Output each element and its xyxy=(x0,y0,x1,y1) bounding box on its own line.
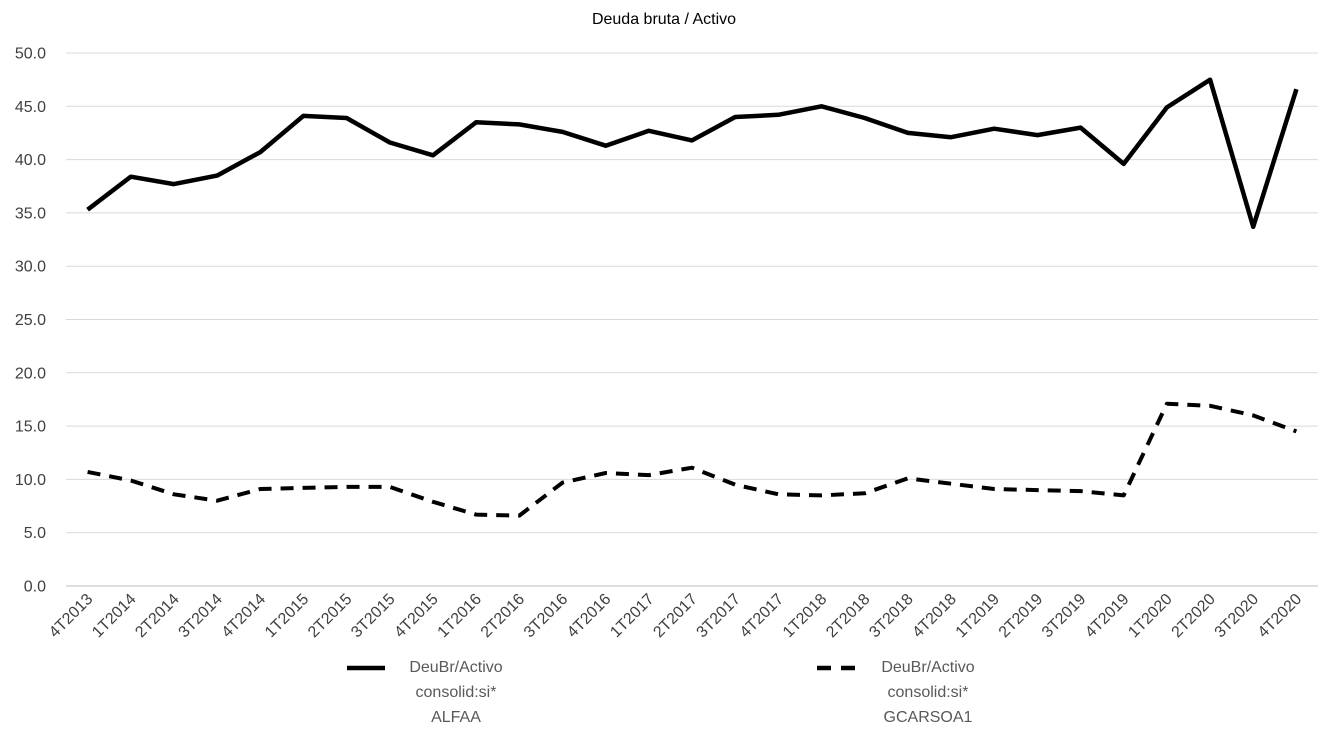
x-tick-label: 1T2015 xyxy=(262,591,312,641)
x-tick-label: 4T2015 xyxy=(391,591,441,641)
y-tick-label: 45.0 xyxy=(15,99,46,116)
y-tick-label: 5.0 xyxy=(24,525,46,542)
x-tick-label: 2T2018 xyxy=(823,591,873,641)
legend-label-line: DeuBr/Activo xyxy=(881,659,975,676)
y-tick-label: 10.0 xyxy=(15,472,46,489)
x-tick-label: 3T2018 xyxy=(866,591,916,641)
x-tick-label: 2T2016 xyxy=(478,591,528,641)
y-tick-label: 30.0 xyxy=(15,259,46,276)
legend-label-line: consolid:si* xyxy=(415,684,497,701)
legend-label-line: DeuBr/Activo xyxy=(409,659,503,676)
x-tick-label: 1T2018 xyxy=(780,591,830,641)
chart-title: Deuda bruta / Activo xyxy=(591,11,737,28)
x-tick-label: 4T2020 xyxy=(1255,591,1305,641)
legend-label-line: consolid:si* xyxy=(887,684,969,701)
dashed-line-sample-icon xyxy=(817,665,857,671)
x-tick-label: 1T2017 xyxy=(607,591,657,641)
x-tick-label: 4T2013 xyxy=(46,591,96,641)
y-tick-label: 50.0 xyxy=(15,46,46,63)
legend-item-gcarsoa1: DeuBr/Activo consolid:si* GCARSOA1 xyxy=(816,655,989,730)
x-tick-label: 3T2016 xyxy=(521,591,571,641)
x-tick-label: 3T2017 xyxy=(694,591,744,641)
x-tick-label: 2T2017 xyxy=(650,591,700,641)
x-tick-label: 2T2014 xyxy=(132,591,182,641)
x-tick-label: 4T2018 xyxy=(909,591,959,641)
solid-line-sample-icon xyxy=(347,665,385,671)
legend-label-gcarsoa1: DeuBr/Activo consolid:si* GCARSOA1 xyxy=(867,655,989,730)
legend-label-line: GCARSOA1 xyxy=(883,709,973,726)
y-tick-label: 20.0 xyxy=(15,365,46,382)
legend-label-line: ALFAA xyxy=(431,709,481,726)
legend-item-alfaa: DeuBr/Activo consolid:si* ALFAA xyxy=(346,655,517,730)
x-tick-label: 4T2019 xyxy=(1082,591,1132,641)
x-tick-label: 2T2019 xyxy=(996,591,1046,641)
x-tick-label: 4T2017 xyxy=(737,591,787,641)
y-tick-label: 15.0 xyxy=(15,419,46,436)
y-tick-label: 40.0 xyxy=(15,152,46,169)
legend-label-alfaa: DeuBr/Activo consolid:si* ALFAA xyxy=(395,655,517,730)
series-line-gcarsoa1 xyxy=(87,401,1298,518)
x-tick-label: 1T2020 xyxy=(1125,591,1175,641)
x-tick-label: 4T2016 xyxy=(564,591,614,641)
x-tick-label: 4T2014 xyxy=(219,591,269,641)
x-tick-label: 2T2020 xyxy=(1169,591,1219,641)
y-tick-label: 35.0 xyxy=(15,205,46,222)
x-tick-label: 3T2020 xyxy=(1212,591,1262,641)
x-tick-label: 1T2014 xyxy=(89,591,139,641)
x-tick-label: 3T2015 xyxy=(348,591,398,641)
series-line-alfaa xyxy=(86,77,1299,230)
x-tick-label: 3T2019 xyxy=(1039,591,1089,641)
y-tick-label: 25.0 xyxy=(15,312,46,329)
x-tick-label: 3T2014 xyxy=(176,591,226,641)
x-tick-label: 1T2016 xyxy=(435,591,485,641)
x-tick-label: 1T2019 xyxy=(953,591,1003,641)
x-tick-label: 2T2015 xyxy=(305,591,355,641)
y-tick-label: 0.0 xyxy=(24,579,46,596)
